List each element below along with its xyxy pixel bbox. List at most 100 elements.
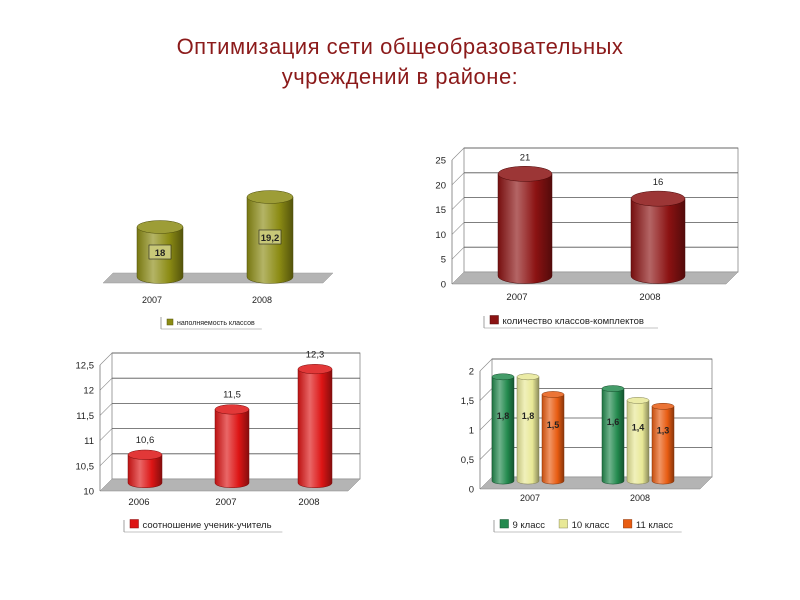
c4-x-tick-label: 2007 (520, 493, 540, 503)
c4-bar (601, 385, 625, 485)
c4-data-label: 1,6 (607, 417, 620, 427)
c4-bar (651, 402, 675, 485)
c3-gridline-side (99, 428, 113, 441)
c1-legend-label: наполняемость классов (177, 320, 255, 327)
c4-data-label: 1,4 (632, 423, 645, 433)
c3-tick-label: 11 (84, 436, 94, 447)
chart-by-grade-svg: 0 0,5 1 1,5 2 1,8 1,8 1,5 2007 1,6 1,4 1,3 2008 9 кла… (461, 358, 713, 533)
c2-tick-label: 15 (435, 205, 446, 216)
c4-bar (626, 397, 650, 485)
c3-bar-top (214, 404, 250, 415)
chart-class-size: 18 2007 19,2 2008 наполняемость классов (95, 155, 345, 335)
c1-data-label: 19,2 (261, 233, 280, 244)
c3-data-label: 11,5 (223, 390, 241, 401)
c4-bar (516, 373, 540, 485)
c1-legend-swatch (166, 318, 174, 326)
c4-bar-body (491, 376, 515, 485)
c2-x-tick-label: 2008 (639, 292, 660, 303)
c2-bar-body (630, 198, 686, 284)
c2-bar-body (497, 173, 553, 284)
c1-data-label-box (258, 229, 282, 245)
c2-tick-label: 5 (441, 255, 446, 266)
c2-legend-label: количество классов-комплектов (503, 316, 644, 327)
c2-floor (451, 271, 739, 285)
c4-bar-top (516, 373, 540, 381)
c3-x-tick-label: 2008 (298, 497, 319, 508)
c4-bar (491, 373, 515, 485)
c1-x-tick-label: 2007 (142, 295, 162, 305)
c4-bar-top (601, 385, 625, 392)
c3-legend-swatch (129, 519, 139, 529)
c4-gridline-side (479, 388, 493, 401)
c2-tick-label: 0 (441, 280, 446, 291)
c3-gridline-side (99, 352, 113, 366)
c4-bar-body (541, 394, 565, 485)
c2-gridline-side (451, 246, 465, 260)
c4-legend-swatch (558, 519, 568, 529)
chart-student-teacher: 10 10,5 11 11,5 12 12,5 10,6 2006 11,5 2007 12,3 20… (60, 345, 380, 540)
c2-gridline-side (451, 197, 465, 210)
c3-bar-top (297, 364, 333, 375)
c3-data-label: 12,3 (306, 349, 325, 360)
c3-tick-label: 12 (83, 386, 94, 397)
c4-tick-label: 2 (469, 367, 474, 378)
c2-data-label: 21 (520, 152, 531, 163)
c4-bar-top (626, 397, 650, 404)
c3-data-label: 10,6 (136, 435, 155, 446)
c4-bar-top (541, 391, 565, 398)
c2-data-label: 16 (653, 177, 664, 188)
c3-bar-body (127, 454, 163, 489)
page-title: Оптимизация сети общеобразовательных учр… (0, 32, 800, 92)
c1-bar-top (136, 220, 184, 234)
c1-data-label-box (148, 244, 172, 260)
c1-data-label: 18 (155, 248, 166, 259)
c3-tick-label: 10,5 (76, 461, 95, 472)
c3-tick-label: 12,5 (76, 361, 95, 372)
c4-bar-top (491, 373, 515, 381)
c2-x-tick-label: 2007 (506, 292, 527, 303)
c4-legend-swatch (623, 519, 633, 529)
c4-legend-label: 10 класс (572, 520, 610, 531)
c3-gridline-side (99, 453, 113, 467)
c4-bar (541, 391, 565, 485)
c3-tick-label: 10 (83, 487, 94, 498)
c4-floor (479, 476, 713, 490)
c4-tick-label: 1 (469, 426, 474, 437)
c3-bar (297, 364, 333, 489)
c4-bar-top (651, 402, 675, 410)
c2-gridline-side (451, 172, 465, 186)
c2-bar (497, 166, 553, 284)
c4-x-tick-label: 2008 (630, 493, 650, 503)
c3-bar (214, 404, 250, 489)
c4-bar-body (626, 400, 650, 485)
c3-bar (127, 449, 163, 489)
chart-student-teacher-svg: 10 10,5 11 11,5 12 12,5 10,6 2006 11,5 2007 12,3 20… (76, 349, 361, 533)
c2-bar (630, 190, 686, 284)
c3-bar-body (214, 409, 250, 489)
c2-bar-top (630, 190, 686, 207)
c4-legend-label: 9 класс (513, 520, 546, 531)
c2-tick-label: 10 (435, 230, 446, 241)
c4-gridline-side (479, 447, 493, 460)
c4-legend-label: 11 класс (636, 520, 673, 531)
chart-class-sets: 0 5 10 15 20 25 21 2007 16 2008 количество классов… (420, 140, 750, 335)
c3-tick-label: 11,5 (76, 411, 94, 422)
c2-tick-label: 20 (435, 180, 446, 191)
c3-legend-label: соотношение ученик-учитель (143, 520, 272, 531)
c2-gridline-side (451, 222, 465, 235)
c4-bar-body (516, 376, 540, 485)
c3-bar-body (297, 368, 333, 489)
c4-legend-swatch (499, 519, 509, 529)
c4-tick-label: 1,5 (461, 396, 474, 407)
c2-gridline-side (451, 147, 465, 161)
c4-bar-body (601, 388, 625, 485)
c3-bar-top (127, 449, 163, 460)
c2-tick-label: 25 (435, 156, 446, 167)
chart-class-sets-svg: 0 5 10 15 20 25 21 2007 16 2008 количество классов… (435, 147, 739, 329)
chart-by-grade: 0 0,5 1 1,5 2 1,8 1,8 1,5 2007 1,6 1,4 1,3 2008 9 кла… (450, 345, 730, 540)
c4-gridline-side (479, 358, 493, 372)
c3-gridline-side (99, 403, 113, 416)
c4-bar-body (651, 406, 675, 485)
c1-bar-top (246, 190, 294, 204)
c4-data-label: 1,8 (522, 411, 535, 421)
